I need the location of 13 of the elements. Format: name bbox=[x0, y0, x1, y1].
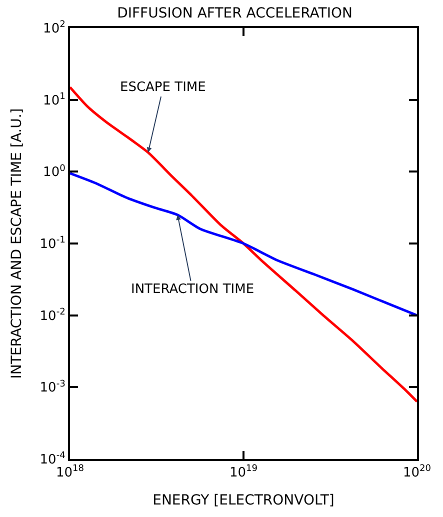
y-tick-label: 10$^{-1}$ bbox=[40, 236, 66, 252]
x-axis-title: ENERGY [ELECTRONVOLT] bbox=[152, 492, 334, 508]
y-axis-title: INTERACTION AND ESCAPE TIME [A.U.] bbox=[8, 108, 25, 379]
y-tick-label: 10$^{2}$ bbox=[43, 20, 66, 37]
annotation: ESCAPE TIME bbox=[120, 80, 206, 95]
x-tick-label: 10$^{20}$ bbox=[402, 464, 432, 481]
annotation: INTERACTION TIME bbox=[131, 282, 254, 297]
y-tick-label: 10$^{1}$ bbox=[43, 92, 66, 108]
y-tick-label: 10$^{-2}$ bbox=[40, 307, 66, 324]
y-tick-label: 10$^{-3}$ bbox=[40, 379, 66, 396]
chart-title: DIFFUSION AFTER ACCELERATION bbox=[117, 6, 352, 22]
x-tick-label: 10$^{19}$ bbox=[229, 464, 258, 481]
y-tick-label: 10$^{0}$ bbox=[43, 164, 66, 180]
